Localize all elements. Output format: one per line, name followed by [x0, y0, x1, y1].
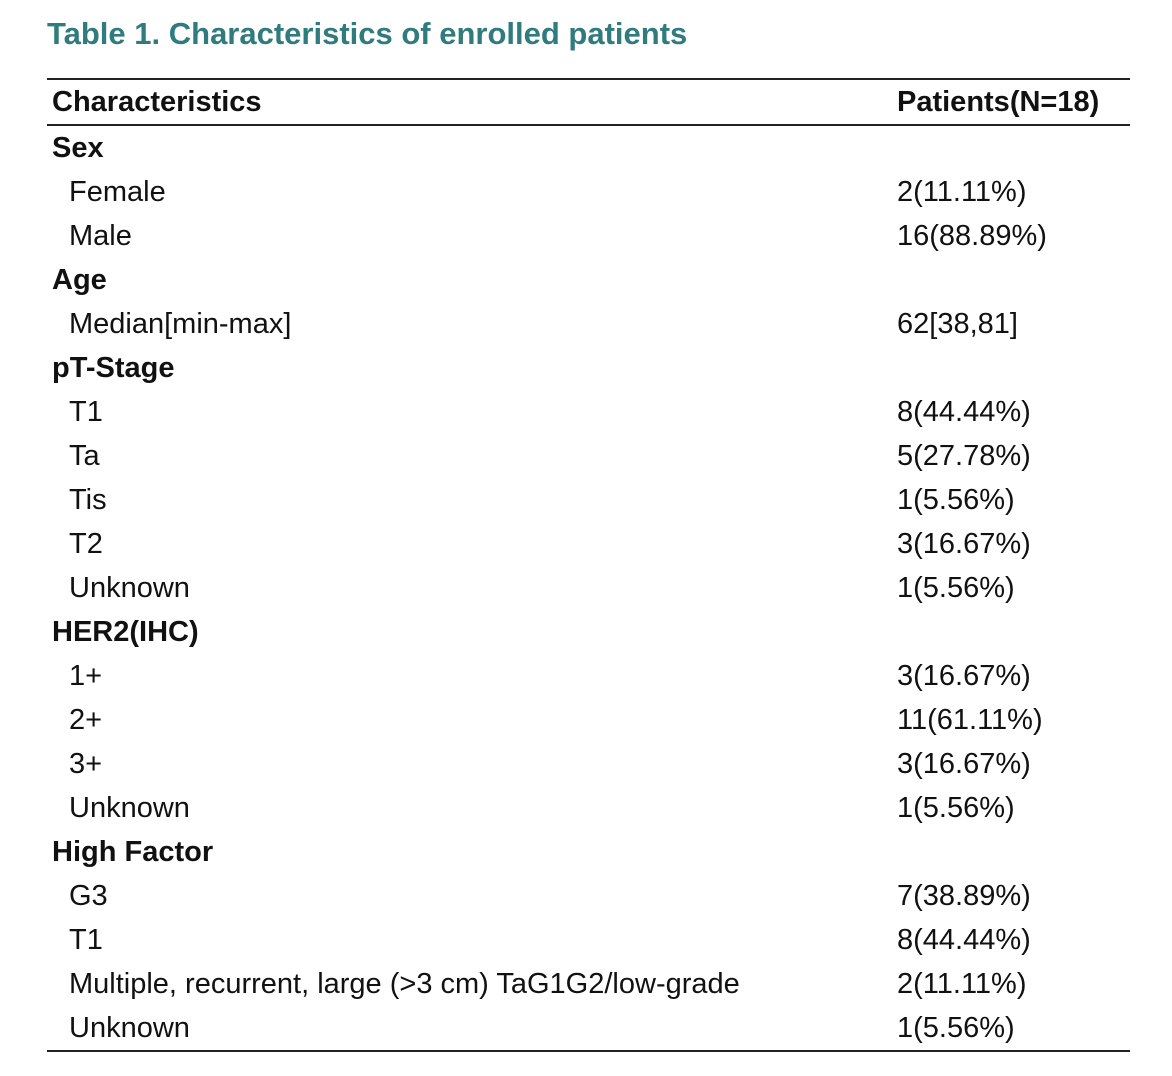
row-value: 62[38,81]: [897, 307, 1018, 340]
row-label: T1: [69, 395, 103, 428]
empty-cell: [897, 258, 1130, 302]
group-label: HER2(IHC): [52, 615, 199, 648]
row-value: 3(16.67%): [897, 527, 1031, 560]
row-label: Multiple, recurrent, large (>3 cm) TaG1G…: [69, 967, 740, 1000]
group-row: pT-Stage: [47, 346, 1130, 390]
row-label: T2: [69, 527, 103, 560]
data-row: G3 7(38.89%): [47, 874, 1130, 918]
characteristics-table: Characteristics Patients(N=18) Sex Female…: [47, 78, 1130, 1052]
row-label: G3: [69, 879, 108, 912]
data-row: Male 16(88.89%): [47, 214, 1130, 258]
row-value: 16(88.89%): [897, 219, 1047, 252]
header-cell: Characteristics: [47, 79, 897, 126]
row-label: Unknown: [69, 571, 190, 604]
row-value: 1(5.56%): [897, 571, 1015, 604]
row-label: 1+: [69, 659, 103, 692]
row-value: 8(44.44%): [897, 395, 1031, 428]
header-cell: Patients(N=18): [897, 79, 1130, 126]
group-row: HER2(IHC): [47, 610, 1130, 654]
empty-cell: [897, 125, 1130, 170]
row-label: Median[min-max]: [69, 307, 292, 340]
data-row: Tis 1(5.56%): [47, 478, 1130, 522]
row-value: 3(16.67%): [897, 659, 1031, 692]
data-row: Median[min-max] 62[38,81]: [47, 302, 1130, 346]
row-label: Unknown: [69, 1011, 190, 1044]
group-label: Sex: [52, 131, 104, 164]
row-value: 2(11.11%): [897, 175, 1027, 208]
group-row: Age: [47, 258, 1130, 302]
row-value: 2(11.11%): [897, 967, 1027, 1000]
row-value: 1(5.56%): [897, 483, 1015, 516]
data-row: T2 3(16.67%): [47, 522, 1130, 566]
row-label: Ta: [69, 439, 100, 472]
row-label: T1: [69, 923, 103, 956]
group-label: pT-Stage: [52, 351, 175, 384]
data-row: T1 8(44.44%): [47, 390, 1130, 434]
data-row: 2+ 11(61.11%): [47, 698, 1130, 742]
header-row: Characteristics Patients(N=18): [47, 79, 1130, 126]
row-label: 2+: [69, 703, 103, 736]
data-row: Multiple, recurrent, large (>3 cm) TaG1G…: [47, 962, 1130, 1006]
empty-cell: [897, 610, 1130, 654]
group-row: High Factor: [47, 830, 1130, 874]
data-row: Female 2(11.11%): [47, 170, 1130, 214]
empty-cell: [897, 830, 1130, 874]
row-value: 11(61.11%): [897, 703, 1043, 736]
row-label: Unknown: [69, 791, 190, 824]
group-label: High Factor: [52, 835, 214, 868]
empty-cell: [897, 346, 1130, 390]
data-row: T1 8(44.44%): [47, 918, 1130, 962]
group-row: Sex: [47, 125, 1130, 170]
row-value: 8(44.44%): [897, 923, 1031, 956]
row-value: 3(16.67%): [897, 747, 1031, 780]
data-row: 1+ 3(16.67%): [47, 654, 1130, 698]
data-row: Unknown 1(5.56%): [47, 1006, 1130, 1051]
group-label: Age: [52, 263, 107, 296]
row-value: 5(27.78%): [897, 439, 1031, 472]
row-value: 1(5.56%): [897, 1011, 1015, 1044]
table-body: Sex Female 2(11.11%) Male 16(88.89%) Age Media…: [47, 125, 1130, 1051]
row-label: Female: [69, 175, 166, 208]
row-label: 3+: [69, 747, 103, 780]
data-row: Unknown 1(5.56%): [47, 786, 1130, 830]
row-value: 7(38.89%): [897, 879, 1031, 912]
table-title: Table 1. Characteristics of enrolled pat…: [47, 16, 688, 51]
row-label: Tis: [69, 483, 107, 516]
data-row: Ta 5(27.78%): [47, 434, 1130, 478]
row-value: 1(5.56%): [897, 791, 1015, 824]
row-label: Male: [69, 219, 132, 252]
data-row: 3+ 3(16.67%): [47, 742, 1130, 786]
data-row: Unknown 1(5.56%): [47, 566, 1130, 610]
